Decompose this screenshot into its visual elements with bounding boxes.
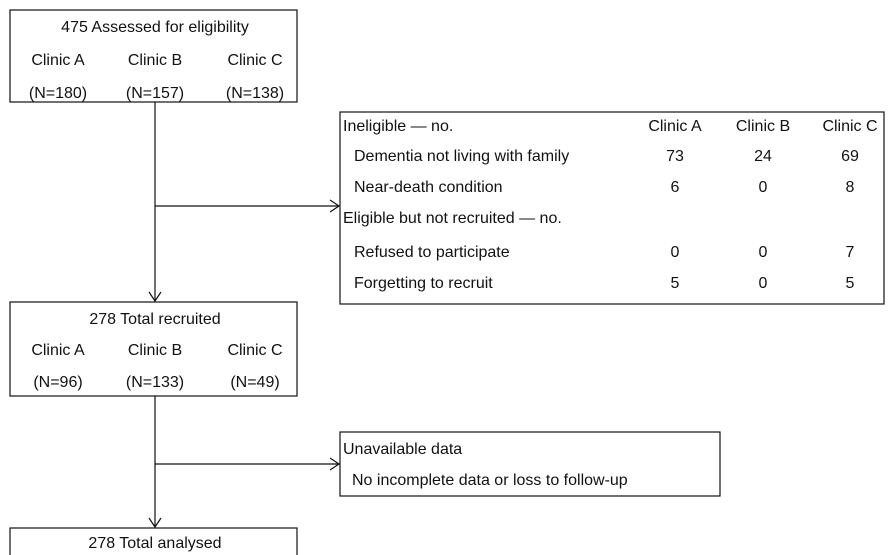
cell: 8 (846, 179, 855, 196)
group-heading: Ineligible — no. (343, 118, 453, 135)
box-text: No incomplete data or loss to follow-up (352, 472, 628, 489)
cell: 5 (846, 275, 855, 292)
cell: 69 (841, 148, 859, 165)
clinic: Clinic B (128, 342, 182, 359)
box-title: Unavailable data (343, 441, 462, 458)
row-label: Dementia not living with family (354, 148, 569, 165)
box (9, 301, 298, 397)
box (339, 111, 885, 305)
cell: 0 (759, 275, 768, 292)
cell: 24 (754, 148, 772, 165)
clinic: Clinic C (227, 342, 282, 359)
arrow-head (148, 291, 162, 303)
row-label: Forgetting to recruit (354, 275, 493, 292)
count: (N=157) (126, 85, 184, 102)
column-header: Clinic A (648, 118, 702, 135)
clinic: Clinic A (31, 342, 85, 359)
column-header: Clinic B (736, 118, 790, 135)
count: (N=180) (29, 85, 87, 102)
box-title: 475 Assessed for eligibility (61, 19, 249, 36)
count: (N=49) (230, 374, 279, 391)
count: (N=96) (33, 374, 82, 391)
row-label: Near-death condition (354, 179, 503, 196)
cell: 0 (759, 244, 768, 261)
box (9, 527, 298, 555)
arrow-head (329, 457, 341, 471)
cell: 7 (846, 244, 855, 261)
clinic: Clinic B (128, 52, 182, 69)
box (9, 9, 298, 103)
cell: 6 (671, 179, 680, 196)
column-header: Clinic C (822, 118, 877, 135)
clinic: Clinic C (227, 52, 282, 69)
arrow-head (148, 517, 162, 529)
count: (N=133) (126, 374, 184, 391)
count: (N=138) (226, 85, 284, 102)
cell: 73 (666, 148, 684, 165)
box-title: 278 Total recruited (89, 311, 220, 328)
clinic: Clinic A (31, 52, 85, 69)
row-label: Refused to participate (354, 244, 510, 261)
arrow-head (329, 199, 341, 213)
group-heading: Eligible but not recruited — no. (343, 210, 562, 227)
cell: 0 (671, 244, 680, 261)
cell: 0 (759, 179, 768, 196)
box-title: 278 Total analysed (88, 535, 221, 552)
cell: 5 (671, 275, 680, 292)
